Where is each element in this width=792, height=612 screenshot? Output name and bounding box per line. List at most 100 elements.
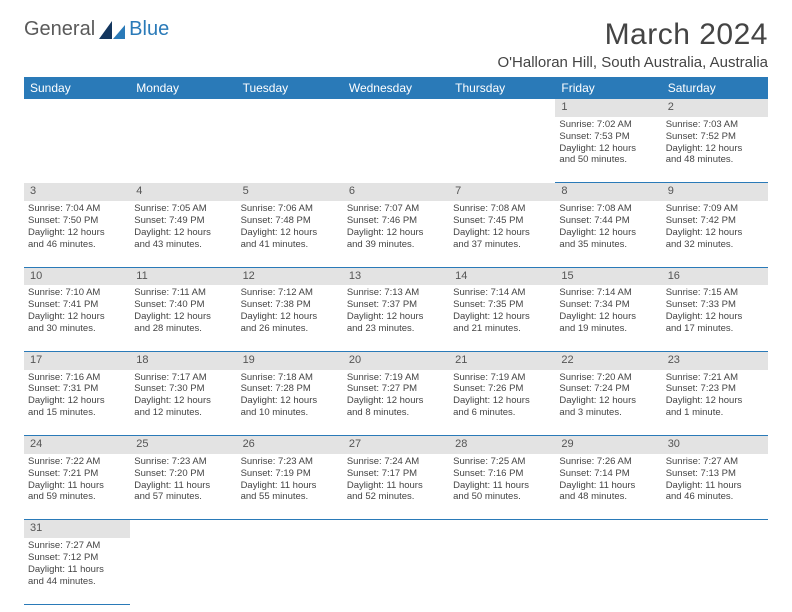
day-sunrise: Sunrise: 7:24 AM (347, 456, 445, 468)
day-sunset: Sunset: 7:38 PM (241, 299, 339, 311)
day-day2: and 46 minutes. (28, 239, 126, 251)
day-sunset: Sunset: 7:12 PM (28, 552, 126, 564)
day-sunset: Sunset: 7:19 PM (241, 468, 339, 480)
day-sunset: Sunset: 7:13 PM (666, 468, 764, 480)
day-sunrise: Sunrise: 7:16 AM (28, 372, 126, 384)
day-number-cell (237, 520, 343, 538)
day-sunrise: Sunrise: 7:20 AM (559, 372, 657, 384)
weekday-header: Monday (130, 77, 236, 99)
day-sunset: Sunset: 7:27 PM (347, 383, 445, 395)
day-sunset: Sunset: 7:17 PM (347, 468, 445, 480)
day-number-cell (237, 99, 343, 117)
day-number-cell: 8 (555, 183, 661, 201)
day-data-cell (343, 117, 449, 183)
day-day2: and 50 minutes. (559, 154, 657, 166)
day-number-row: 31 (24, 520, 768, 538)
logo-text-blue: Blue (129, 18, 169, 41)
day-sunset: Sunset: 7:42 PM (666, 215, 764, 227)
day-number-cell: 11 (130, 267, 236, 285)
day-data-cell (24, 117, 130, 183)
day-number-cell: 20 (343, 351, 449, 369)
day-data-cell: Sunrise: 7:23 AMSunset: 7:20 PMDaylight:… (130, 454, 236, 520)
day-sunset: Sunset: 7:16 PM (453, 468, 551, 480)
day-sunset: Sunset: 7:14 PM (559, 468, 657, 480)
day-number-cell: 4 (130, 183, 236, 201)
day-sunrise: Sunrise: 7:22 AM (28, 456, 126, 468)
day-number-cell: 7 (449, 183, 555, 201)
day-day1: Daylight: 12 hours (241, 311, 339, 323)
day-sunrise: Sunrise: 7:04 AM (28, 203, 126, 215)
day-day1: Daylight: 12 hours (347, 227, 445, 239)
day-sunrise: Sunrise: 7:27 AM (28, 540, 126, 552)
day-number-cell (449, 520, 555, 538)
day-day2: and 55 minutes. (241, 491, 339, 503)
day-sunset: Sunset: 7:49 PM (134, 215, 232, 227)
day-day1: Daylight: 12 hours (666, 143, 764, 155)
day-number-cell: 29 (555, 436, 661, 454)
day-day1: Daylight: 12 hours (559, 395, 657, 407)
day-data-row: Sunrise: 7:16 AMSunset: 7:31 PMDaylight:… (24, 370, 768, 436)
day-data-cell: Sunrise: 7:21 AMSunset: 7:23 PMDaylight:… (662, 370, 768, 436)
day-data-cell: Sunrise: 7:17 AMSunset: 7:30 PMDaylight:… (130, 370, 236, 436)
day-data-cell: Sunrise: 7:10 AMSunset: 7:41 PMDaylight:… (24, 285, 130, 351)
day-sunset: Sunset: 7:44 PM (559, 215, 657, 227)
day-number-row: 24252627282930 (24, 436, 768, 454)
day-data-cell: Sunrise: 7:18 AMSunset: 7:28 PMDaylight:… (237, 370, 343, 436)
logo-text-general: General (24, 18, 95, 41)
day-sunset: Sunset: 7:50 PM (28, 215, 126, 227)
day-number-cell (24, 99, 130, 117)
day-day1: Daylight: 12 hours (241, 395, 339, 407)
day-sunset: Sunset: 7:34 PM (559, 299, 657, 311)
day-data-row: Sunrise: 7:27 AMSunset: 7:12 PMDaylight:… (24, 538, 768, 604)
day-day1: Daylight: 12 hours (241, 227, 339, 239)
day-sunrise: Sunrise: 7:21 AM (666, 372, 764, 384)
day-sunrise: Sunrise: 7:03 AM (666, 119, 764, 131)
calendar-table: SundayMondayTuesdayWednesdayThursdayFrid… (24, 77, 768, 605)
day-day1: Daylight: 11 hours (559, 480, 657, 492)
day-day2: and 41 minutes. (241, 239, 339, 251)
day-sunrise: Sunrise: 7:26 AM (559, 456, 657, 468)
day-sunrise: Sunrise: 7:10 AM (28, 287, 126, 299)
day-number-cell (130, 520, 236, 538)
day-day2: and 35 minutes. (559, 239, 657, 251)
day-day2: and 1 minute. (666, 407, 764, 419)
day-sunrise: Sunrise: 7:18 AM (241, 372, 339, 384)
day-day1: Daylight: 12 hours (134, 311, 232, 323)
day-number-cell: 12 (237, 267, 343, 285)
day-number-cell: 30 (662, 436, 768, 454)
day-number-row: 12 (24, 99, 768, 117)
day-day1: Daylight: 12 hours (28, 227, 126, 239)
day-sunset: Sunset: 7:40 PM (134, 299, 232, 311)
day-sunset: Sunset: 7:52 PM (666, 131, 764, 143)
day-number-cell: 5 (237, 183, 343, 201)
day-day1: Daylight: 12 hours (347, 311, 445, 323)
day-day2: and 19 minutes. (559, 323, 657, 335)
day-day2: and 48 minutes. (666, 154, 764, 166)
day-sunset: Sunset: 7:28 PM (241, 383, 339, 395)
day-sunset: Sunset: 7:30 PM (134, 383, 232, 395)
day-data-cell: Sunrise: 7:13 AMSunset: 7:37 PMDaylight:… (343, 285, 449, 351)
day-number-cell: 26 (237, 436, 343, 454)
day-sunrise: Sunrise: 7:02 AM (559, 119, 657, 131)
day-data-cell: Sunrise: 7:08 AMSunset: 7:44 PMDaylight:… (555, 201, 661, 267)
day-data-cell: Sunrise: 7:04 AMSunset: 7:50 PMDaylight:… (24, 201, 130, 267)
day-day1: Daylight: 12 hours (666, 311, 764, 323)
day-number-cell (343, 99, 449, 117)
weekday-header: Sunday (24, 77, 130, 99)
day-day2: and 57 minutes. (134, 491, 232, 503)
day-data-cell: Sunrise: 7:14 AMSunset: 7:35 PMDaylight:… (449, 285, 555, 351)
day-day1: Daylight: 11 hours (453, 480, 551, 492)
day-sunrise: Sunrise: 7:08 AM (559, 203, 657, 215)
day-sunset: Sunset: 7:48 PM (241, 215, 339, 227)
day-data-cell: Sunrise: 7:14 AMSunset: 7:34 PMDaylight:… (555, 285, 661, 351)
day-day2: and 15 minutes. (28, 407, 126, 419)
day-sunrise: Sunrise: 7:06 AM (241, 203, 339, 215)
day-data-cell (343, 538, 449, 604)
day-data-row: Sunrise: 7:04 AMSunset: 7:50 PMDaylight:… (24, 201, 768, 267)
day-day2: and 39 minutes. (347, 239, 445, 251)
day-data-cell (130, 538, 236, 604)
day-sunset: Sunset: 7:21 PM (28, 468, 126, 480)
day-day1: Daylight: 12 hours (453, 395, 551, 407)
day-number-cell (130, 99, 236, 117)
day-day2: and 48 minutes. (559, 491, 657, 503)
